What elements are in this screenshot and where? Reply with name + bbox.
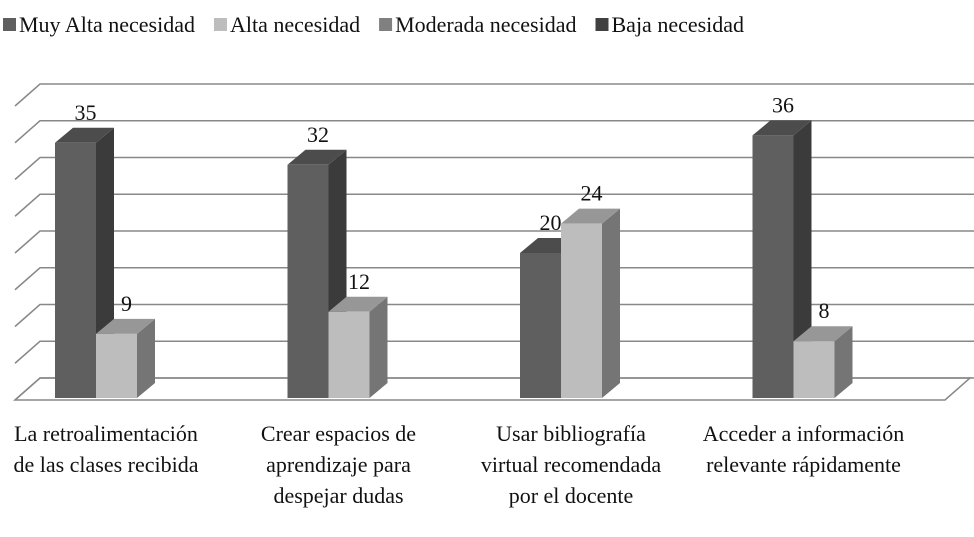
legend-swatch <box>3 18 16 31</box>
legend-label: Moderada necesidad <box>395 12 576 37</box>
bar-side <box>137 318 155 398</box>
value-label: 12 <box>348 269 370 294</box>
legend-swatch <box>379 18 393 31</box>
value-label: 35 <box>75 100 97 125</box>
bar <box>520 253 561 398</box>
value-label: 24 <box>581 181 603 206</box>
value-label: 9 <box>121 291 132 316</box>
bar-side <box>793 120 812 399</box>
x-tick-label: Usar bibliografía virtual recomendada po… <box>480 421 662 508</box>
x-tick-label: Crear espacios de aprendizaje para despe… <box>260 421 417 508</box>
bar-top <box>96 318 155 334</box>
legend-label: Muy Alta necesidad <box>19 12 195 37</box>
bar <box>793 341 835 398</box>
bar-top <box>793 326 853 342</box>
grid-line <box>14 267 974 291</box>
bar <box>328 311 370 398</box>
grid-line <box>14 230 974 254</box>
grid-line <box>14 83 974 107</box>
bar <box>752 135 794 398</box>
value-label: 32 <box>307 122 329 147</box>
legend-swatch <box>213 18 227 31</box>
legend-label: Baja necesidad <box>612 12 745 37</box>
legend-label: Alta necesidad <box>230 12 360 37</box>
grid-line <box>14 120 974 144</box>
value-label: 20 <box>540 210 562 235</box>
bar <box>287 164 329 398</box>
grid-line <box>14 377 974 401</box>
grid-line <box>14 340 974 364</box>
bar <box>96 333 137 398</box>
bar-side <box>369 296 388 398</box>
value-label: 36 <box>772 92 794 117</box>
bar-top <box>287 149 347 165</box>
bar-top <box>328 296 388 312</box>
grid-line <box>14 156 974 181</box>
grid-line <box>14 193 974 217</box>
bar-top <box>55 127 114 143</box>
legend-swatch <box>595 18 609 31</box>
bar-top <box>752 120 812 136</box>
bar <box>561 223 602 398</box>
value-label: 8 <box>819 298 830 323</box>
grid-line <box>14 303 974 328</box>
x-tick-label: La retroalimentación de las clases recib… <box>13 421 199 477</box>
bar-side <box>602 208 620 398</box>
bar <box>55 142 96 398</box>
x-tick-label: Acceder a información relevante rápidame… <box>702 421 905 477</box>
bar-side <box>834 326 853 398</box>
bar-top <box>561 208 620 224</box>
